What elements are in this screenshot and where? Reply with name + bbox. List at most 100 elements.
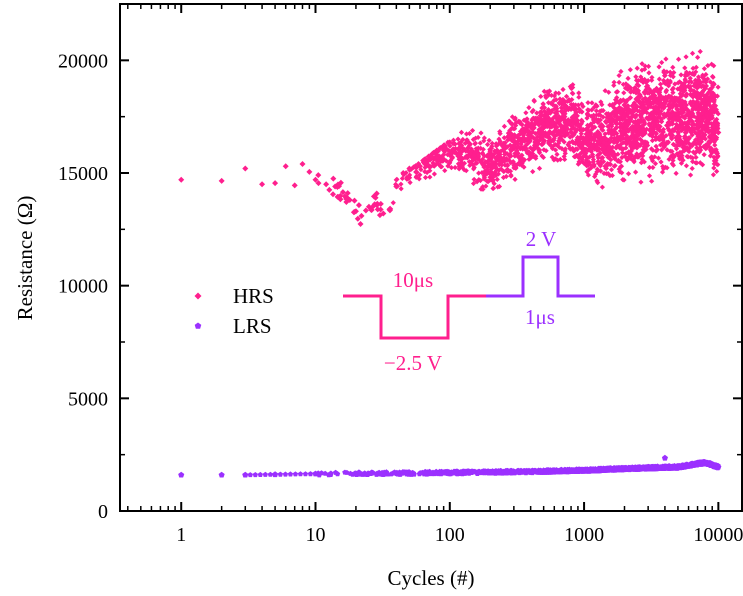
hrs-point	[490, 185, 497, 191]
hrs-point	[644, 90, 651, 96]
hrs-point	[621, 90, 627, 96]
hrs-point	[547, 128, 553, 135]
reset-amplitude-label: −2.5 V	[384, 351, 442, 375]
hrs-point	[599, 184, 605, 190]
hrs-point	[413, 169, 419, 175]
hrs-point	[560, 129, 567, 135]
hrs-point	[627, 149, 633, 156]
hrs-point	[506, 118, 512, 124]
hrs-point	[681, 134, 688, 140]
hrs-point	[434, 158, 441, 164]
hrs-point	[538, 93, 544, 100]
hrs-point	[611, 82, 617, 89]
lrs-point	[379, 470, 386, 476]
hrs-point	[636, 108, 643, 114]
hrs-point	[552, 110, 558, 116]
hrs-point	[358, 212, 365, 219]
hrs-point	[614, 89, 621, 95]
hrs-point	[553, 103, 559, 109]
hrs-point	[604, 114, 610, 121]
hrs-point	[597, 117, 603, 123]
hrs-point	[485, 158, 491, 165]
hrs-point	[599, 126, 605, 133]
hrs-point	[584, 159, 590, 165]
hrs-point	[562, 146, 568, 152]
hrs-point	[710, 124, 717, 130]
hrs-point	[681, 125, 687, 131]
hrs-point	[585, 100, 591, 106]
hrs-point	[615, 157, 622, 163]
hrs-point	[684, 138, 690, 144]
hrs-point	[702, 85, 709, 91]
hrs-point	[603, 119, 609, 126]
hrs-point	[458, 154, 464, 160]
hrs-point	[536, 137, 543, 143]
hrs-point	[428, 164, 434, 170]
hrs-point	[590, 156, 596, 163]
lrs-point	[479, 469, 485, 475]
hrs-point	[672, 95, 678, 101]
hrs-point	[493, 167, 499, 174]
hrs-point	[615, 106, 621, 112]
hrs-point	[355, 202, 362, 209]
hrs-point	[654, 147, 660, 153]
hrs-point	[671, 102, 678, 108]
hrs-point	[555, 157, 561, 163]
lrs-point	[466, 470, 472, 476]
hrs-point	[501, 144, 507, 150]
hrs-point	[667, 113, 674, 119]
hrs-point	[548, 142, 554, 149]
hrs-point	[484, 141, 491, 148]
hrs-point	[664, 139, 670, 146]
hrs-point	[452, 164, 458, 171]
hrs-point	[642, 143, 648, 150]
hrs-point	[427, 174, 433, 180]
hrs-point	[648, 123, 654, 129]
hrs-point	[670, 74, 676, 80]
hrs-point	[564, 126, 571, 132]
lrs-point	[316, 472, 322, 478]
hrs-point	[602, 88, 608, 94]
hrs-point	[584, 115, 590, 121]
hrs-point	[715, 84, 721, 90]
hrs-point	[329, 191, 336, 198]
hrs-point	[615, 151, 621, 157]
hrs-point	[696, 139, 702, 145]
lrs-point	[504, 468, 510, 474]
hrs-point	[556, 113, 562, 120]
hrs-point	[590, 117, 596, 123]
hrs-point	[637, 112, 643, 118]
hrs-point	[619, 150, 626, 156]
hrs-point	[688, 154, 694, 160]
hrs-point	[557, 156, 563, 163]
legend-lrs-label: LRS	[233, 314, 272, 338]
hrs-point	[632, 107, 639, 113]
hrs-point	[530, 169, 536, 175]
hrs-point	[517, 138, 524, 144]
hrs-point	[614, 121, 620, 127]
hrs-point	[520, 158, 526, 165]
hrs-point	[639, 67, 645, 73]
hrs-point	[709, 90, 715, 96]
lrs-point	[559, 467, 565, 473]
hrs-point	[695, 146, 701, 152]
hrs-point	[326, 186, 333, 193]
hrs-point	[618, 164, 624, 170]
hrs-point	[621, 123, 628, 129]
hrs-point	[541, 138, 548, 144]
x-tick-label: 1	[176, 524, 186, 546]
hrs-point	[711, 133, 717, 140]
hrs-point	[282, 163, 289, 170]
hrs-point	[570, 121, 576, 127]
hrs-point	[707, 98, 714, 104]
hrs-point	[581, 151, 587, 157]
hrs-point	[649, 77, 655, 83]
hrs-point	[578, 154, 584, 161]
hrs-point	[620, 81, 626, 88]
lrs-point	[707, 461, 713, 467]
hrs-point	[695, 112, 702, 118]
hrs-point	[618, 68, 624, 75]
lrs-point	[178, 471, 185, 478]
hrs-point	[623, 118, 629, 124]
hrs-point	[693, 154, 699, 161]
